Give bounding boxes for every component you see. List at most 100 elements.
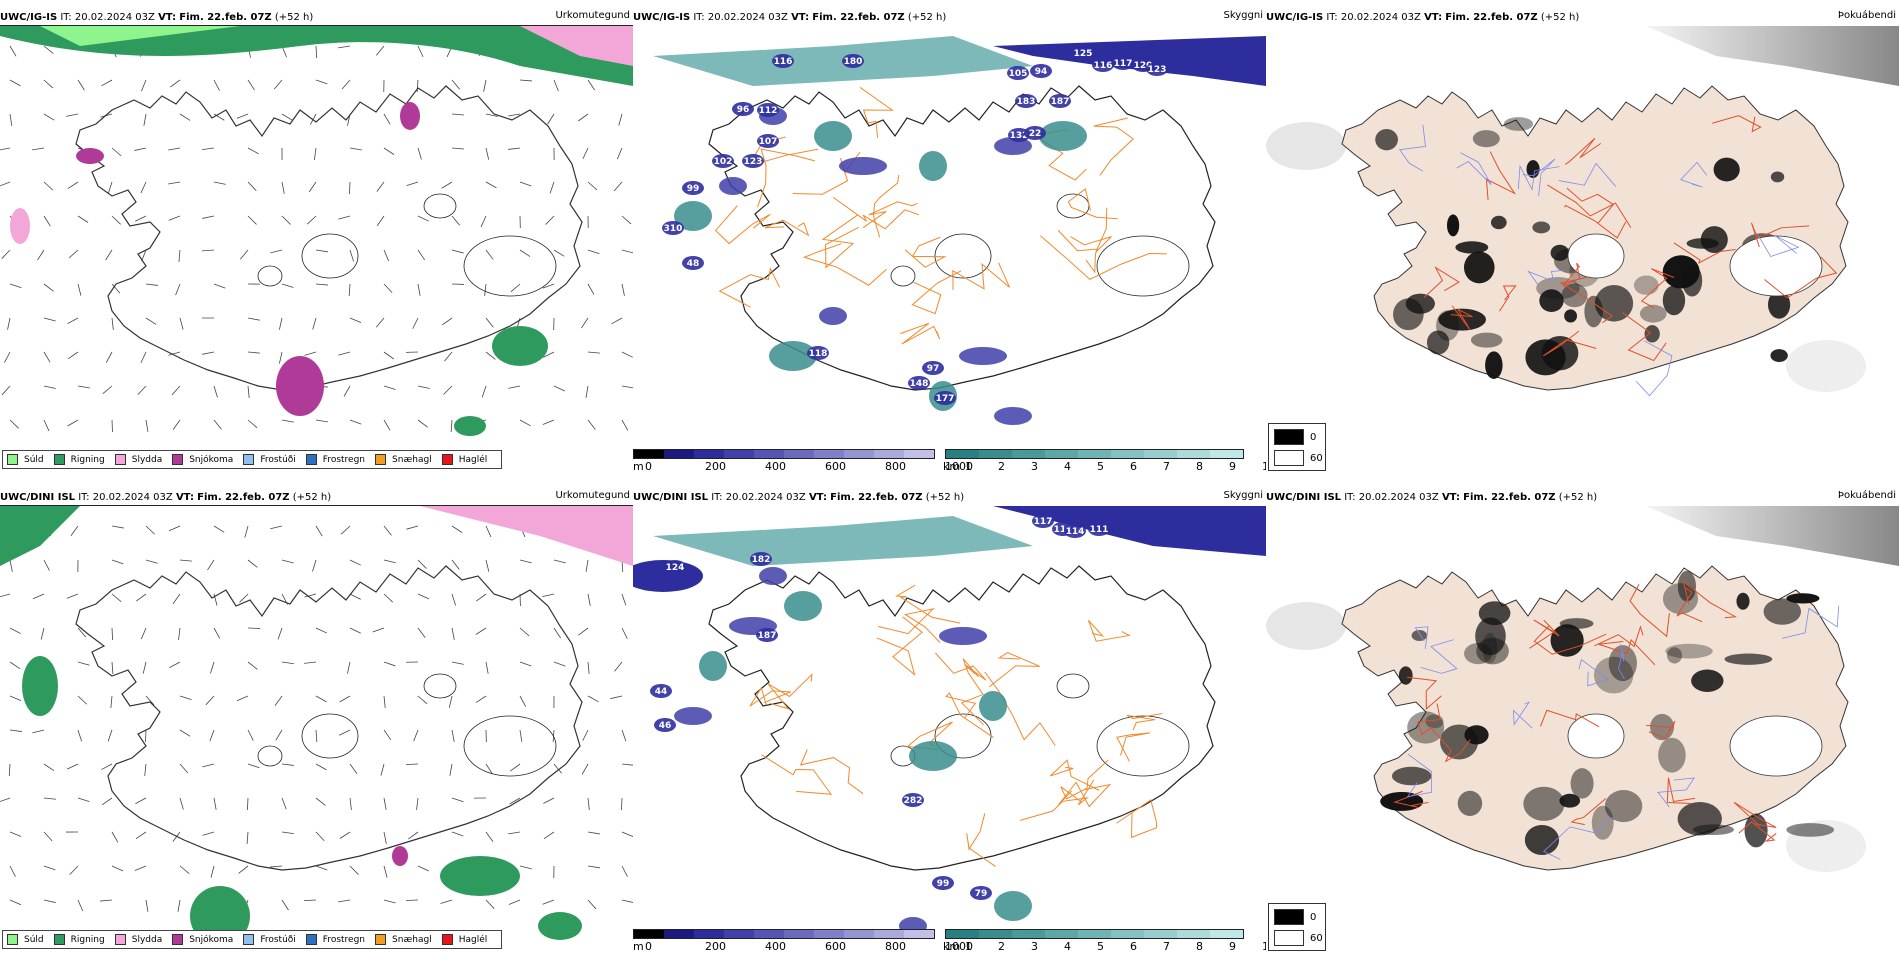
station-visibility-label: 112	[759, 106, 778, 116]
colorbar-segment	[1144, 930, 1177, 938]
legend-swatch	[306, 934, 317, 945]
rain-area	[454, 416, 486, 436]
road-network	[750, 585, 1162, 866]
legend-label: Rigning	[71, 935, 105, 945]
legend-label: Slydda	[132, 455, 162, 465]
sleet-area	[420, 506, 633, 566]
rain-area	[492, 326, 548, 366]
valid-time-prefix: VT:	[1424, 12, 1442, 23]
rain-area	[0, 506, 80, 566]
precip-visibility-cell	[839, 157, 887, 175]
precip-visibility-cell	[699, 651, 727, 681]
km-tick-label: 8	[1196, 460, 1203, 473]
colorbar-segment	[904, 450, 934, 458]
station-visibility-label: 177	[936, 394, 955, 404]
valid-time: Fim. 22.feb. 07Z	[830, 492, 922, 503]
glacier-outline	[302, 714, 358, 758]
model-name: UWC/DINI ISL	[0, 492, 75, 503]
glacier	[1568, 714, 1624, 758]
colorbar-segment	[1012, 930, 1045, 938]
initial-time-prefix: IT:	[1326, 12, 1337, 23]
precip-visibility-cell	[979, 691, 1007, 721]
station-visibility-label: 116	[1094, 61, 1113, 71]
precip-visibility-cell	[784, 591, 822, 621]
meter-tick-label: 600	[825, 940, 846, 953]
legend-label: Haglél	[459, 935, 488, 945]
legend-swatch	[1274, 930, 1304, 946]
station-visibility-label: 124	[666, 563, 685, 573]
panel-title: Skyggni	[1223, 490, 1263, 504]
colorbar-segment	[1012, 450, 1045, 458]
km-tick-label: 5	[1097, 460, 1104, 473]
km-tick-label: 3	[1031, 460, 1038, 473]
colorbar-segment	[979, 930, 1012, 938]
fog-indicator-panel-top: UWC/IG-IS IT: 20.02.2024 03Z VT: Fim. 22…	[1266, 10, 1899, 475]
legend-item: Slydda	[115, 454, 162, 465]
legend-swatch	[1274, 450, 1304, 466]
legend-label: Snæhagl	[392, 935, 432, 945]
snow-area	[400, 102, 420, 130]
station-visibility-label: 111	[1090, 525, 1109, 535]
station-visibility-label: 182	[752, 555, 771, 565]
meter-tick-label: 200	[705, 940, 726, 953]
station-visibility-label: 107	[759, 137, 778, 147]
station-visibility-label: 180	[844, 57, 863, 67]
station-visibility-label: 44	[655, 687, 668, 697]
initial-time: 20.02.2024 03Z	[93, 492, 173, 503]
colorbar-segment	[754, 930, 784, 938]
legend-label: Snjókoma	[189, 455, 233, 465]
legend-item: Haglél	[442, 454, 488, 465]
station-visibility-label: 116	[774, 57, 793, 67]
meter-colorbar-swatches	[633, 929, 935, 939]
station-visibility-label: 79	[975, 889, 988, 899]
legend-item: Frostúði	[243, 454, 295, 465]
glacier-outline	[424, 194, 456, 218]
fog-map	[1266, 506, 1899, 955]
km-tick-label: 9	[1229, 940, 1236, 953]
legend-swatch	[243, 934, 254, 945]
iceland-coastline	[76, 566, 582, 870]
km-tick-label: 3	[1031, 940, 1038, 953]
station-visibility-label: 102	[714, 157, 733, 167]
station-visibility-label: 187	[1051, 97, 1070, 107]
snow-area	[276, 356, 324, 416]
map-area	[0, 506, 633, 955]
legend-label: Súld	[24, 455, 44, 465]
legend-swatch	[54, 934, 65, 945]
glacier	[1730, 716, 1822, 776]
legend-swatch	[375, 934, 386, 945]
legend-swatch	[172, 454, 183, 465]
colorbar-segment	[844, 450, 874, 458]
colorbar-segment	[874, 930, 904, 938]
lead-time: (+52 h)	[926, 492, 964, 503]
legend-row: 60	[1274, 450, 1323, 466]
km-tick-label: 7	[1163, 940, 1170, 953]
panel-title: Úrkomutegund	[555, 10, 630, 24]
initial-time: 20.02.2024 03Z	[75, 12, 155, 23]
glacier-outline	[891, 266, 915, 286]
station-visibility-label: 310	[664, 224, 683, 234]
station-visibility-label: 123	[1148, 65, 1167, 75]
model-name: UWC/DINI ISL	[1266, 492, 1341, 503]
valid-time-prefix: VT:	[176, 492, 194, 503]
panel-title: Úrkomutegund	[555, 490, 630, 504]
glacier	[1730, 236, 1822, 296]
legend-swatch	[243, 454, 254, 465]
station-visibility-label: 46	[659, 721, 672, 731]
panel-header: UWC/IG-IS IT: 20.02.2024 03Z VT: Fim. 22…	[633, 10, 1266, 26]
km-colorbar-swatches	[945, 929, 1244, 939]
station-visibility-label: 125	[1074, 49, 1093, 59]
legend-item: Frostúði	[243, 934, 295, 945]
meter-colorbar-swatches	[633, 449, 935, 459]
station-visibility-label: 117	[1114, 59, 1133, 69]
wind-barbs	[0, 526, 633, 912]
colorbar-segment	[1078, 930, 1111, 938]
legend-swatch	[7, 454, 18, 465]
colorbar-segment	[1078, 450, 1111, 458]
legend-swatch	[54, 454, 65, 465]
